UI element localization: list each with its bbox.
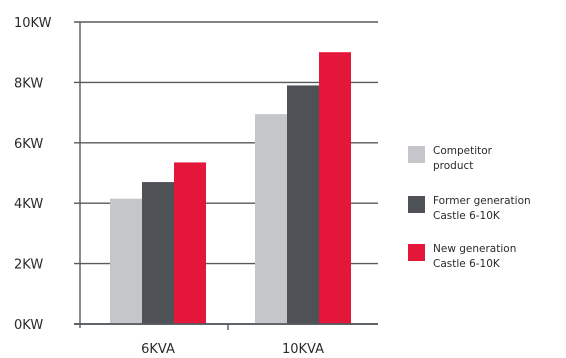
x-tick-label-6kva: 6KVA [141, 342, 175, 357]
legend-label-3: New generation Castle 6-10K [433, 243, 516, 270]
legend-swatch-3 [408, 244, 425, 261]
bar-10kva-series-1 [255, 114, 287, 324]
y-tick-label-5: 10KW [14, 16, 52, 31]
y-tick-label-0: 0KW [14, 318, 43, 333]
legend-label-1-line-1: Competitor [433, 145, 493, 157]
x-tick-labels: 6KVA 10KVA [141, 342, 324, 357]
legend-swatch-2 [408, 196, 425, 213]
bar-10kva-series-2 [287, 85, 319, 324]
x-tick-label-10kva: 10KVA [282, 342, 324, 357]
bars [110, 52, 351, 324]
y-tick-label-2: 4KW [14, 197, 43, 212]
legend-label-3-line-1: New generation [433, 243, 516, 255]
legend-label-1-line-2: product [433, 160, 473, 172]
legend-label-2-line-1: Former generation [433, 195, 531, 207]
legend-item-1: Competitor product [408, 145, 493, 172]
y-tick-labels: 0KW 2KW 4KW 6KW 8KW 10KW [14, 16, 52, 333]
legend-swatch-1 [408, 146, 425, 163]
legend: Competitor product Former generation Castle… [408, 145, 531, 270]
y-tick-label-1: 2KW [14, 258, 43, 273]
legend-label-1: Competitor product [433, 145, 493, 172]
axes [74, 22, 378, 330]
legend-label-3-line-2: Castle 6-10K [433, 258, 501, 270]
bar-6kva-series-1 [110, 198, 142, 324]
bar-6kva-series-2 [142, 182, 174, 324]
bar-6kva-series-3 [174, 162, 206, 324]
legend-item-2: Former generation Castle 6-10K [408, 195, 531, 222]
y-tick-label-3: 6KW [14, 137, 43, 152]
legend-label-2: Former generation Castle 6-10K [433, 195, 531, 222]
bar-10kva-series-3 [319, 52, 351, 324]
legend-label-2-line-2: Castle 6-10K [433, 210, 501, 222]
y-tick-label-4: 8KW [14, 76, 43, 91]
legend-item-3: New generation Castle 6-10K [408, 243, 516, 270]
